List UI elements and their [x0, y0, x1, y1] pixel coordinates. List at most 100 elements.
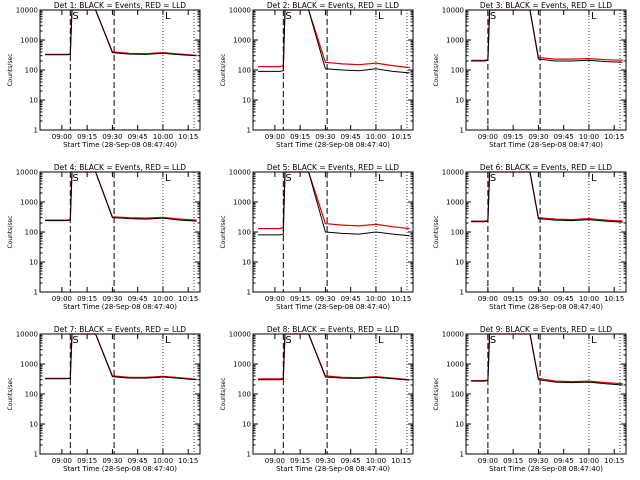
y-tick-label: 1000: [233, 361, 251, 369]
marker-label-l: L: [378, 11, 384, 22]
y-tick-label: 1000: [446, 199, 464, 207]
y-tick-label: 1000: [20, 361, 38, 369]
x-axis-label: Start Time (28-Sep-08 08:47:40): [489, 141, 603, 149]
x-tick-label: 10:00: [366, 133, 386, 141]
x-tick-label: 09:15: [503, 295, 523, 303]
x-tick-label: 09:45: [341, 133, 361, 141]
series-line-events: [45, 171, 197, 222]
x-tick-label: 09:00: [52, 457, 72, 465]
y-tick-label: 10: [29, 259, 38, 267]
x-tick-label: 09:00: [52, 295, 72, 303]
series-line-lld: [45, 171, 197, 221]
plot-frame: [39, 9, 201, 131]
x-tick-label: 09:45: [554, 133, 574, 141]
x-tick-label: 09:15: [290, 295, 310, 303]
y-tick-label: 10000: [229, 169, 251, 177]
x-tick-label: 09:15: [77, 133, 97, 141]
y-tick-label: 10000: [16, 169, 38, 177]
series-line-lld: [45, 333, 197, 380]
panel-title: Det 6: BLACK = Events, RED = LLD: [480, 163, 612, 172]
x-axis-label: Start Time (28-Sep-08 08:47:40): [276, 141, 390, 149]
marker-label-s: S: [72, 335, 78, 346]
panel-det-6: Det 6: BLACK = Events, RED = LLD10000100…: [433, 163, 627, 311]
x-tick-label: 09:45: [554, 457, 574, 465]
y-tick-label: 1: [34, 127, 38, 135]
y-axis-label: Counts/sec: [433, 215, 440, 248]
x-tick-label: 10:00: [153, 133, 173, 141]
series-line-lld: [258, 171, 410, 230]
series-line-events: [258, 171, 410, 237]
y-tick-label: 10: [242, 421, 251, 429]
marker-label-l: L: [165, 11, 171, 22]
x-tick-label: 10:15: [178, 457, 198, 465]
y-tick-label: 1: [247, 451, 251, 459]
y-axis-label: Counts/sec: [7, 53, 14, 86]
y-tick-label: 1: [247, 127, 251, 135]
x-tick-label: 09:45: [341, 457, 361, 465]
x-tick-label: 10:00: [366, 295, 386, 303]
x-tick-label: 09:30: [102, 457, 122, 465]
x-tick-label: 09:45: [128, 295, 148, 303]
y-tick-label: 1: [247, 289, 251, 297]
y-tick-label: 1000: [233, 199, 251, 207]
y-tick-label: 100: [25, 391, 38, 399]
y-tick-label: 1: [460, 289, 464, 297]
marker-label-l: L: [591, 173, 597, 184]
y-axis-label: Counts/sec: [220, 377, 227, 410]
series-line-lld: [258, 333, 410, 381]
x-tick-label: 09:00: [265, 295, 285, 303]
x-tick-label: 09:30: [528, 295, 548, 303]
y-tick-label: 1: [34, 289, 38, 297]
panel-title: Det 9: BLACK = Events, RED = LLD: [480, 325, 612, 334]
y-tick-label: 10000: [442, 169, 464, 177]
x-tick-label: 09:45: [128, 457, 148, 465]
x-tick-label: 09:00: [478, 295, 498, 303]
x-tick-label: 10:15: [604, 457, 624, 465]
panel-title: Det 4: BLACK = Events, RED = LLD: [54, 163, 186, 172]
x-tick-label: 10:00: [579, 457, 599, 465]
y-tick-label: 100: [25, 67, 38, 75]
series-line-lld: [258, 9, 410, 69]
marker-label-l: L: [378, 335, 384, 346]
y-tick-label: 10000: [229, 7, 251, 15]
y-tick-label: 10: [455, 259, 464, 267]
series-line-events: [258, 333, 410, 381]
y-tick-label: 10: [242, 259, 251, 267]
x-axis-label: Start Time (28-Sep-08 08:47:40): [63, 141, 177, 149]
x-axis-label: Start Time (28-Sep-08 08:47:40): [63, 303, 177, 311]
x-tick-label: 10:15: [391, 295, 411, 303]
panel-title: Det 5: BLACK = Events, RED = LLD: [267, 163, 399, 172]
x-tick-label: 09:15: [77, 457, 97, 465]
x-tick-label: 10:15: [178, 133, 198, 141]
x-tick-label: 10:00: [153, 457, 173, 465]
marker-label-s: S: [72, 11, 78, 22]
panel-det-1: Det 1: BLACK = Events, RED = LLD10000100…: [7, 1, 201, 149]
x-axis-label: Start Time (28-Sep-08 08:47:40): [489, 303, 603, 311]
plot-frame: [252, 333, 414, 455]
y-tick-label: 1000: [20, 37, 38, 45]
x-tick-label: 10:15: [178, 295, 198, 303]
y-tick-label: 1000: [20, 199, 38, 207]
y-tick-label: 100: [451, 229, 464, 237]
x-tick-label: 09:30: [315, 133, 335, 141]
y-tick-label: 100: [238, 67, 251, 75]
marker-label-l: L: [591, 335, 597, 346]
y-tick-label: 100: [25, 229, 38, 237]
y-tick-label: 1: [34, 451, 38, 459]
marker-label-l: L: [378, 173, 384, 184]
y-axis-label: Counts/sec: [7, 215, 14, 248]
y-axis-label: Counts/sec: [220, 215, 227, 248]
x-tick-label: 10:00: [366, 457, 386, 465]
y-tick-label: 1000: [446, 37, 464, 45]
plot-frame: [465, 171, 627, 293]
plot-frame: [39, 171, 201, 293]
x-axis-label: Start Time (28-Sep-08 08:47:40): [276, 465, 390, 473]
x-tick-label: 09:30: [528, 457, 548, 465]
x-tick-label: 09:30: [315, 295, 335, 303]
series-line-events: [471, 171, 623, 223]
y-tick-label: 10: [29, 421, 38, 429]
x-tick-label: 09:15: [290, 457, 310, 465]
marker-label-s: S: [285, 173, 291, 184]
series-line-events: [258, 9, 410, 74]
